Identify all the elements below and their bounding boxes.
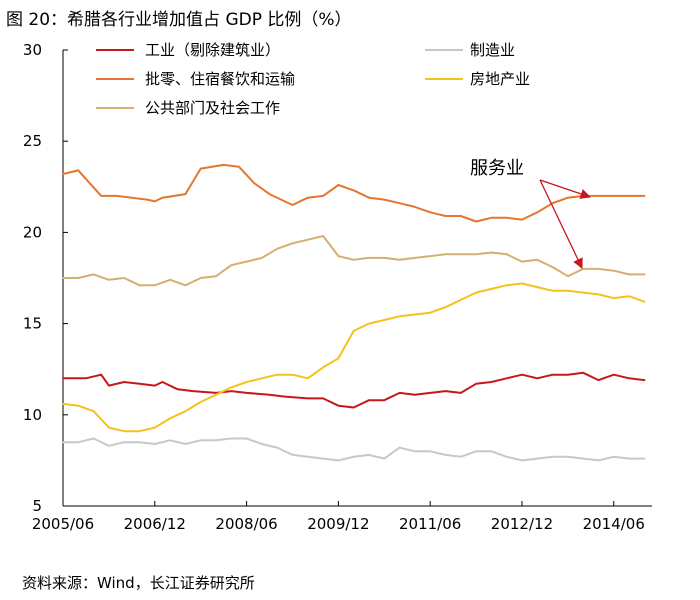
y-tick-label: 25 <box>23 132 42 150</box>
x-tick-label: 2011/06 <box>399 515 461 533</box>
series-line <box>62 437 646 462</box>
x-tick-label: 2009/12 <box>307 515 369 533</box>
legend-label: 工业（剔除建筑业） <box>145 41 280 59</box>
legend-label: 公共部门及社会工作 <box>145 99 280 117</box>
y-tick-label: 15 <box>23 315 42 333</box>
x-tick-label: 2014/06 <box>583 515 645 533</box>
y-tick-label: 30 <box>23 41 42 59</box>
annotation-label: 服务业 <box>470 158 524 179</box>
figure-title: 图 20：希腊各行业增加值占 GDP 比例（%） <box>6 10 352 30</box>
series-layer <box>62 163 646 462</box>
annotation-arrow-upper <box>539 179 591 199</box>
annotation-arrow-lower <box>539 179 583 269</box>
series-line <box>62 371 646 409</box>
series-line <box>62 163 646 223</box>
annotation: 服务业 <box>470 158 591 269</box>
source-note: 资料来源：Wind，长江证券研究所 <box>22 574 255 592</box>
legend-label: 批零、住宿餐饮和运输 <box>145 70 295 88</box>
series-line <box>62 282 646 433</box>
x-tick-label: 2012/12 <box>491 515 553 533</box>
x-tick-label: 2005/06 <box>32 515 94 533</box>
axes: 5 10 15 20 25 30 2005/06 2006/12 2008/06 2009/12 2… <box>23 41 652 533</box>
legend-label: 房地产业 <box>470 70 530 88</box>
y-tick-label: 20 <box>23 223 42 241</box>
legend-label: 制造业 <box>470 41 515 59</box>
x-tick-label: 2008/06 <box>215 515 277 533</box>
series-line <box>62 235 646 287</box>
y-tick-label: 5 <box>32 497 42 515</box>
y-tick-label: 10 <box>23 406 42 424</box>
x-tick-label: 2006/12 <box>124 515 186 533</box>
